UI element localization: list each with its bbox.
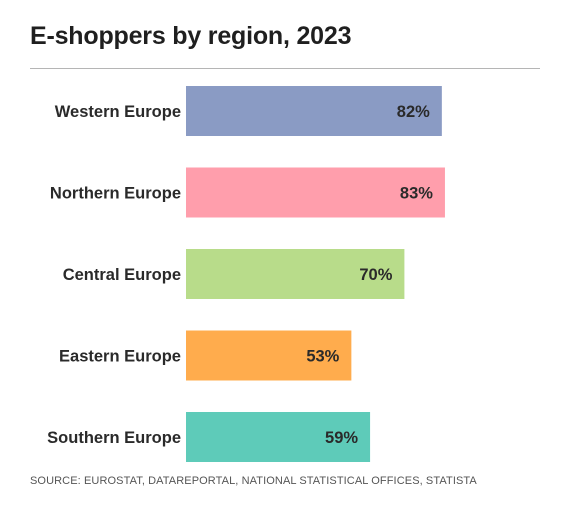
chart-title: E-shoppers by region, 2023 [30,22,352,50]
bar-central-europe [186,249,405,299]
category-label-central-europe: Central Europe [63,266,181,284]
value-label-northern-europe: 83% [400,185,433,203]
category-label-northern-europe: Northern Europe [50,185,181,203]
bar-southern-europe [186,412,371,462]
bar-western-europe [186,86,442,136]
bar-chart: Western Europe 82% Northern Europe 83% Centr… [47,86,445,462]
title-divider [30,68,540,69]
value-label-southern-europe: 59% [325,429,358,447]
value-label-eastern-europe: 53% [306,348,339,366]
value-label-central-europe: 70% [359,266,392,284]
value-label-western-europe: 82% [397,103,430,121]
category-label-southern-europe: Southern Europe [47,429,181,447]
bar-eastern-europe [186,330,352,381]
bar-northern-europe [186,167,445,218]
source-note: SOURCE: EUROSTAT, DATAREPORTAL, NATIONAL… [30,475,477,487]
category-label-western-europe: Western Europe [55,103,181,121]
category-label-eastern-europe: Eastern Europe [59,348,181,366]
